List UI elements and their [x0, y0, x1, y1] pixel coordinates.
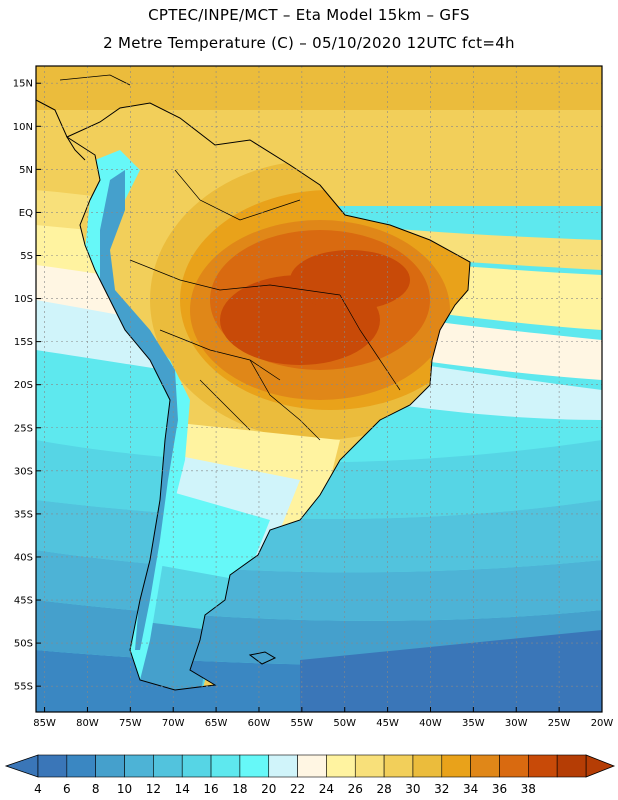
colorbar-label: 10: [117, 782, 132, 796]
colorbar-swatch: [297, 754, 327, 778]
colorbar-swatch: [441, 754, 471, 778]
colorbar-label: 14: [175, 782, 190, 796]
colorbar-swatch: [37, 754, 68, 778]
lat-label: 5N: [19, 165, 33, 176]
colorbar-label: 16: [203, 782, 218, 796]
colorbar-swatch: [528, 754, 558, 778]
lon-label: 40W: [419, 718, 442, 729]
colorbar-swatch: [268, 754, 298, 778]
lon-label: 25W: [548, 718, 571, 729]
lat-label: 15N: [13, 79, 33, 90]
coastline: [65, 102, 471, 691]
colorbar-label: 8: [92, 782, 100, 796]
colorbar-swatch: [124, 754, 154, 778]
colorbar-swatch: [354, 754, 385, 778]
colorbar: 4 6 8 10 12 14 16 18 20 22 24 26 28 30 32 34 36 38: [4, 754, 616, 796]
lat-label: EQ: [19, 208, 33, 219]
colorbar-swatch: [499, 754, 529, 778]
colorbar-swatch: [95, 754, 125, 778]
country-borders: [129, 169, 401, 441]
colorbar-swatch: [556, 754, 587, 778]
colorbar-swatch: [326, 754, 356, 778]
temperature-field: [36, 66, 602, 712]
map-frame: [35, 65, 603, 713]
lon-label: 70W: [162, 718, 185, 729]
colorbar-label: 36: [492, 782, 507, 796]
lon-label: 20W: [591, 718, 614, 729]
colorbar-label: 12: [146, 782, 161, 796]
map-title-line-2: 2 Metre Temperature (C) – 05/10/2020 12U…: [103, 34, 515, 52]
lon-label: 55W: [291, 718, 314, 729]
colorbar-swatch: [383, 754, 414, 778]
lat-label: 55S: [14, 682, 33, 693]
lon-label: 35W: [462, 718, 485, 729]
colorbar-swatch: [412, 754, 443, 778]
colorbar-swatch: [210, 754, 241, 778]
lat-label: 5S: [20, 251, 33, 262]
colorbar-label: 20: [261, 782, 276, 796]
colorbar-label: 22: [290, 782, 305, 796]
map-title-line-1: CPTEC/INPE/MCT – Eta Model 15km – GFS: [148, 6, 470, 24]
lon-label: 50W: [333, 718, 356, 729]
colorbar-swatch: [470, 754, 500, 778]
colorbar-swatch: [181, 754, 212, 778]
lat-label: 40S: [14, 552, 33, 563]
lon-label: 60W: [248, 718, 271, 729]
colorbar-label: 6: [63, 782, 71, 796]
colorbar-label: 4: [34, 782, 42, 796]
lon-label: 85W: [33, 718, 56, 729]
lon-label: 80W: [76, 718, 99, 729]
colorbar-label: 28: [376, 782, 391, 796]
lon-label: 75W: [119, 718, 142, 729]
lat-label: 50S: [14, 639, 33, 650]
lat-label: 30S: [14, 466, 33, 477]
colorbar-swatch: [239, 754, 270, 778]
lon-label: 45W: [376, 718, 399, 729]
central-america-coast: [36, 99, 86, 161]
colorbar-label: 18: [232, 782, 247, 796]
colorbar-label: 24: [319, 782, 334, 796]
lat-label: 45S: [14, 596, 33, 607]
lat-label: 15S: [14, 337, 33, 348]
latitude-labels: 15N 10N 5N EQ 5S 10S 15S 20S 25S 30S 35S 40S 45S 50S 5…: [13, 79, 41, 693]
lat-lon-grid: [36, 66, 603, 712]
longitude-labels: 85W 80W 75W 70W 65W 60W 55W 50W 45W 40W 35W 30W 25W 2…: [33, 707, 613, 729]
lat-label: 20S: [14, 380, 33, 391]
lon-label: 65W: [205, 718, 228, 729]
colorbar-label: 34: [463, 782, 478, 796]
colorbar-swatch: [66, 754, 96, 778]
colorbar-low-arrow: [4, 754, 39, 778]
falkland-islands: [248, 651, 277, 665]
colorbar-label: 38: [521, 782, 536, 796]
lat-label: 35S: [14, 509, 33, 520]
colorbar-swatch: [153, 754, 183, 778]
colorbar-label: 32: [434, 782, 449, 796]
caribbean-islands: [59, 74, 131, 86]
lat-label: 10S: [14, 294, 33, 305]
lat-label: 10N: [13, 122, 33, 133]
lat-label: 25S: [14, 423, 33, 434]
colorbar-label: 26: [348, 782, 363, 796]
colorbar-high-arrow: [585, 754, 616, 778]
colorbar-label: 30: [405, 782, 420, 796]
lon-label: 30W: [505, 718, 528, 729]
